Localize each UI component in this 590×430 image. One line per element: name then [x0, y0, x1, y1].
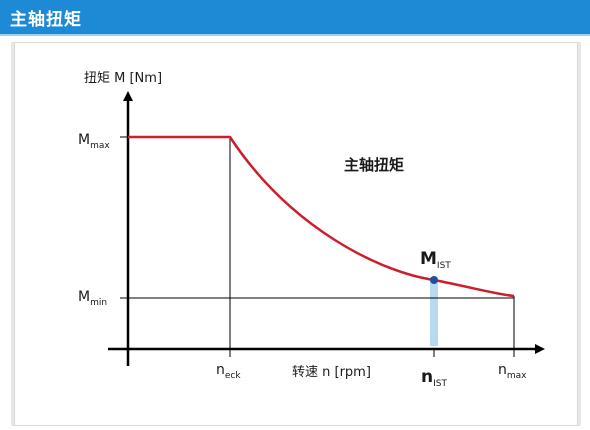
mmin-tick-label: Mmin [78, 289, 107, 308]
ist-point [430, 276, 438, 284]
diagram-panel [14, 42, 578, 426]
page-title: 主轴扭矩 [10, 10, 82, 30]
nmax-tick-label: nmax [498, 362, 527, 381]
mmax-tick-label: Mmax [78, 132, 110, 151]
header-bar: 主轴扭矩 [0, 0, 590, 34]
torque-curve [128, 135, 515, 298]
curve-label: 主轴扭矩 [344, 156, 404, 174]
nist-tick-label: nIST [421, 367, 447, 389]
y-axis-label: 扭矩 M [Nm] [84, 71, 162, 86]
ist-bar [430, 280, 438, 346]
mist-point-label: MIST [420, 249, 451, 271]
header-divider [0, 34, 590, 36]
x-axis-label: 转速 n [rpm] [292, 365, 371, 380]
neck-tick-label: neck [216, 362, 241, 381]
